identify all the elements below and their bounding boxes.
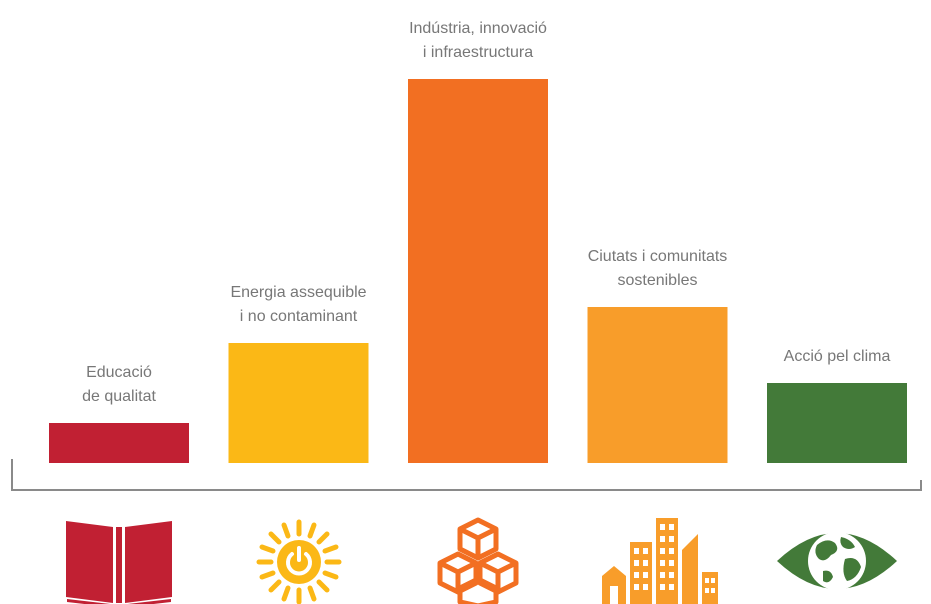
category-label-2-line-1: Energia assequible	[230, 284, 366, 301]
sun-power-icon	[256, 519, 342, 604]
bar-4	[587, 307, 728, 463]
category-labels-group: Educació de qualitat Energia assequible i n…	[82, 20, 890, 405]
x-axis-bracket	[11, 459, 922, 491]
eye-globe-icon	[777, 532, 897, 590]
book-icon	[66, 521, 172, 604]
category-label-3-line-2: i infraestructura	[423, 44, 533, 61]
category-label-1-line-1: Educació	[86, 364, 152, 381]
category-label-4-line-1: Ciutats i comunitats	[588, 248, 728, 265]
bar-5	[767, 383, 907, 463]
category-label-3-line-1: Indústria, innovació	[409, 20, 547, 37]
city-buildings-icon	[602, 518, 718, 604]
category-label-2-line-2: i no contaminant	[240, 308, 358, 325]
bar-1	[49, 423, 189, 463]
category-label-1-line-2: de qualitat	[82, 388, 156, 405]
category-label-4-line-2: sostenibles	[617, 272, 697, 289]
category-label-5-line-1: Acció pel clima	[784, 348, 891, 365]
bar-2	[228, 343, 369, 463]
cubes-icon	[437, 517, 519, 604]
bars-group	[49, 79, 907, 463]
bar-3	[408, 79, 548, 463]
